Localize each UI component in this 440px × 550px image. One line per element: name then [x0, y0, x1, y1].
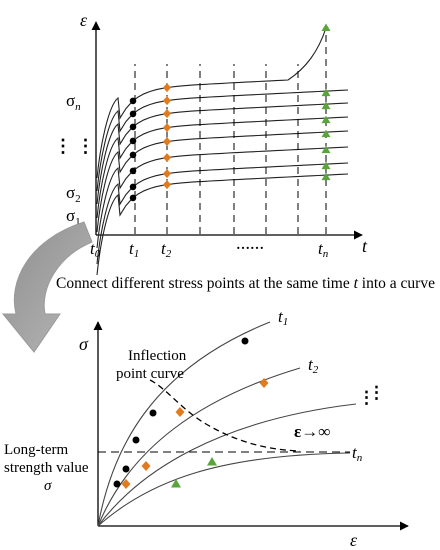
tn-marker-1: [321, 23, 331, 31]
tn-marker-4: [321, 115, 331, 124]
t1-marker-4: [129, 137, 137, 145]
t1-marker-5: [129, 151, 137, 159]
creep-curve-6: [96, 146, 349, 249]
curve-label-t2: t2: [308, 355, 319, 376]
bottom-t1-marker-4: [149, 409, 157, 417]
stress-label-s1: σ1: [66, 206, 81, 228]
t1-marker-8: [129, 194, 137, 202]
bottom-t1-marker-3: [132, 436, 140, 444]
t1-marker-6: [129, 167, 137, 175]
creep-curve-2: [96, 89, 349, 192]
top-y-axis-label: ε: [80, 10, 88, 30]
curve-label-dots: ⋮: [358, 388, 375, 407]
bottom-tn-marker-1: [171, 479, 181, 488]
tn-marker-2: [321, 88, 331, 97]
t2-marker-8: [163, 180, 171, 190]
inflection-label-line1: Inflection: [128, 348, 187, 364]
time-label-tn: tn: [318, 239, 329, 260]
curve-label-dots-2: ⋮: [368, 383, 385, 402]
stress-markers: [129, 23, 331, 202]
creep-curve-3: [96, 102, 349, 205]
inflection-point-curve: [149, 379, 301, 452]
bottom-y-axis-label: σ: [79, 334, 89, 354]
t1-marker-3: [129, 123, 137, 131]
stress-label-sn: σn: [66, 91, 81, 113]
creep-curve-8: [96, 173, 349, 276]
bottom-x-axis-label: ε: [350, 530, 358, 550]
time-label-t2: t2: [161, 239, 172, 260]
creep-curve-5: [96, 130, 349, 233]
bottom-tn-marker-2: [207, 457, 217, 466]
t2-marker-3: [163, 109, 171, 119]
transition-arrow: [1, 221, 93, 353]
long-term-symbol: σ: [44, 478, 52, 494]
time-label-t0: t0: [90, 239, 101, 260]
stress-ellipsis: ⋮ ⋮: [54, 136, 95, 156]
bottom-t2-marker-3: [175, 407, 185, 417]
t2-marker-1: [163, 83, 171, 93]
t1-marker-7: [129, 183, 137, 191]
tn-marker-3: [321, 101, 331, 110]
bottom-t2-marker-1: [121, 479, 131, 489]
strain-time-panel: ε t σn ⋮ ⋮ σ2 σ1 t0 t1 t2 …… tn: [54, 10, 368, 276]
time-dashed-lines: [134, 28, 327, 234]
t1-marker-1: [129, 97, 137, 105]
t2-marker-2: [163, 96, 171, 106]
caption: Connect different stress points at the s…: [56, 275, 435, 292]
creep-curve-7: [96, 162, 349, 265]
tn-marker-6: [321, 145, 331, 154]
time-label-t1: t1: [129, 239, 139, 260]
top-x-axis-label: t: [362, 236, 368, 256]
limit-label: ε→∞: [294, 422, 330, 441]
t2-marker-5: [163, 137, 171, 147]
tn-marker-7: [321, 161, 331, 170]
bottom-t2-marker-4: [259, 378, 269, 388]
stress-label-s2: σ2: [66, 183, 81, 205]
t1-marker-2: [129, 110, 137, 118]
stress-strain-panel: σ ε Inflection point curve Long-term str…: [4, 307, 409, 550]
t2-marker-6: [163, 153, 171, 163]
tn-marker-8: [321, 172, 331, 181]
bottom-t1-marker-2: [122, 465, 130, 473]
isochronous-curve-mid: [97, 403, 357, 527]
long-term-label-line2: strength value: [4, 460, 89, 476]
creep-curve-1: [96, 27, 327, 179]
isochronous-markers: [113, 337, 269, 489]
inflection-label-line2: point curve: [116, 366, 184, 382]
isochronous-curve-tn: [97, 452, 351, 527]
time-label-ellipsis: ……: [236, 238, 264, 253]
curve-label-tn: tn: [352, 443, 363, 464]
creep-curve-4: [96, 116, 349, 219]
creep-curves: [96, 27, 349, 276]
long-term-label-line1: Long-term: [4, 442, 68, 458]
curve-label-t1: t1: [278, 307, 288, 328]
bottom-t1-marker-5: [241, 337, 249, 345]
t2-marker-7: [163, 169, 171, 179]
bottom-t1-marker-1: [113, 480, 121, 488]
bottom-t2-marker-2: [141, 461, 151, 471]
tn-marker-5: [321, 129, 331, 138]
isochronous-curve-t1: [97, 321, 271, 527]
t2-marker-4: [163, 123, 171, 133]
